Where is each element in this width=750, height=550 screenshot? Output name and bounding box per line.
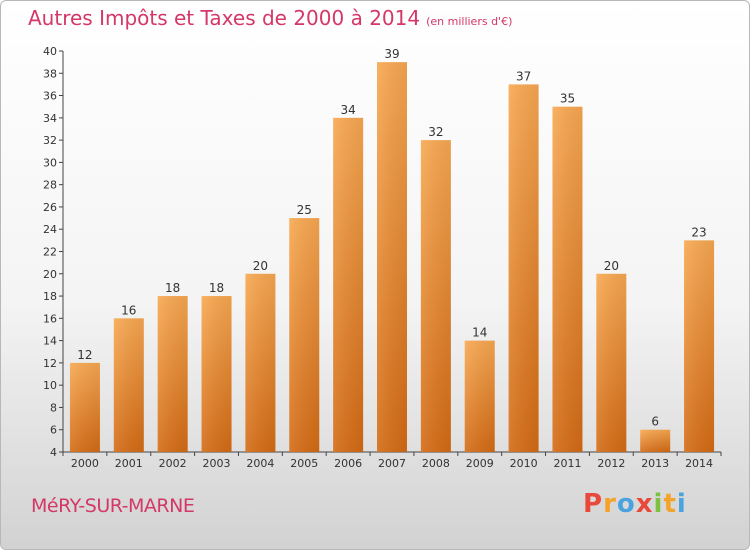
- value-label-2002: 18: [165, 281, 180, 295]
- x-tick-label-2007: 2007: [378, 457, 406, 470]
- x-tick-label-2000: 2000: [71, 457, 99, 470]
- x-tick-label-2006: 2006: [334, 457, 362, 470]
- chart-title-text: Autres Impôts et Taxes de 2000 à 2014: [28, 6, 421, 30]
- value-label-2014: 23: [691, 225, 706, 239]
- value-label-2009: 14: [472, 326, 487, 340]
- proxiti-logo: Proxiti: [583, 489, 687, 519]
- value-label-2004: 20: [253, 259, 268, 273]
- x-tick-label-2002: 2002: [159, 457, 187, 470]
- bar-shade-2012: [596, 273, 627, 452]
- x-tick-label-2001: 2001: [115, 457, 143, 470]
- y-tick-label: 20: [43, 268, 57, 281]
- bar-shade-2003: [201, 296, 232, 452]
- y-tick-label: 36: [43, 90, 57, 103]
- value-label-2008: 32: [428, 125, 443, 139]
- value-label-2012: 20: [604, 259, 619, 273]
- y-tick-label: 12: [43, 357, 57, 370]
- value-label-2001: 16: [121, 303, 136, 317]
- x-tick-label-2005: 2005: [290, 457, 318, 470]
- value-label-2013: 6: [651, 415, 659, 429]
- logo-letter: i: [676, 489, 687, 519]
- x-tick-label-2010: 2010: [510, 457, 538, 470]
- x-tick-label-2009: 2009: [466, 457, 494, 470]
- value-label-2010: 37: [516, 69, 531, 83]
- chart-title: Autres Impôts et Taxes de 2000 à 2014 (en…: [28, 6, 512, 30]
- y-tick-label: 32: [43, 134, 57, 147]
- y-tick-label: 18: [43, 290, 57, 303]
- x-tick-label-2014: 2014: [685, 457, 713, 470]
- value-label-2011: 35: [560, 92, 575, 106]
- bar-shade-2013: [640, 429, 671, 452]
- bar-shade-2006: [333, 117, 364, 452]
- value-label-2006: 34: [340, 103, 355, 117]
- y-tick-label: 28: [43, 179, 57, 192]
- x-tick-label-2008: 2008: [422, 457, 450, 470]
- y-tick-label: 30: [43, 156, 57, 169]
- y-tick-label: 10: [43, 379, 57, 392]
- x-tick-label-2004: 2004: [246, 457, 274, 470]
- bar-shade-2002: [157, 296, 188, 452]
- chart-unit: (en milliers d'€): [426, 15, 513, 28]
- y-tick-label: 34: [43, 112, 57, 125]
- y-tick-label: 6: [50, 424, 57, 437]
- x-tick-label-2012: 2012: [597, 457, 625, 470]
- value-label-2005: 25: [297, 203, 312, 217]
- commune-name: MéRY-SUR-MARNE: [31, 495, 195, 517]
- bar-shade-2004: [245, 273, 276, 452]
- y-tick-label: 22: [43, 246, 57, 259]
- logo-letter: t: [663, 489, 677, 519]
- y-tick-label: 26: [43, 201, 57, 214]
- logo-letter: i: [653, 489, 664, 519]
- bar-shade-2001: [113, 318, 144, 452]
- bars: 12 16 18 18 20 25 34 39 32 14 37 35 20 6 23: [69, 47, 715, 453]
- bar-shade-2009: [464, 340, 495, 452]
- x-tick-label-2013: 2013: [641, 457, 669, 470]
- y-tick-label: 8: [50, 401, 57, 414]
- value-label-2000: 12: [77, 348, 92, 362]
- bar-shade-2008: [420, 140, 451, 452]
- logo-letter: o: [616, 489, 636, 519]
- value-label-2003: 18: [209, 281, 224, 295]
- x-tick-label-2003: 2003: [203, 457, 231, 470]
- bar-shade-2011: [552, 106, 583, 452]
- logo-letter: P: [583, 489, 604, 519]
- y-tick-label: 40: [43, 45, 57, 58]
- logo-letter: x: [635, 489, 654, 519]
- y-tick-label: 14: [43, 335, 57, 348]
- logo-letter: r: [603, 489, 617, 519]
- x-tick-label-2011: 2011: [553, 457, 581, 470]
- y-tick-label: 24: [43, 223, 57, 236]
- y-tick-label: 4: [50, 446, 57, 459]
- bar-shade-2010: [508, 84, 539, 453]
- bar-shade-2000: [69, 362, 100, 452]
- y-tick-label: 38: [43, 67, 57, 80]
- bar-shade-2007: [377, 62, 407, 453]
- value-label-2007: 39: [384, 47, 399, 61]
- bar-shade-2005: [289, 218, 320, 452]
- bar-shade-2014: [684, 240, 715, 452]
- axes: 4 6 8 10 12 14 16 18 20 22 24 26 28 30 32 34 36 38 40 2000 2…: [43, 45, 722, 470]
- y-tick-label: 16: [43, 312, 57, 325]
